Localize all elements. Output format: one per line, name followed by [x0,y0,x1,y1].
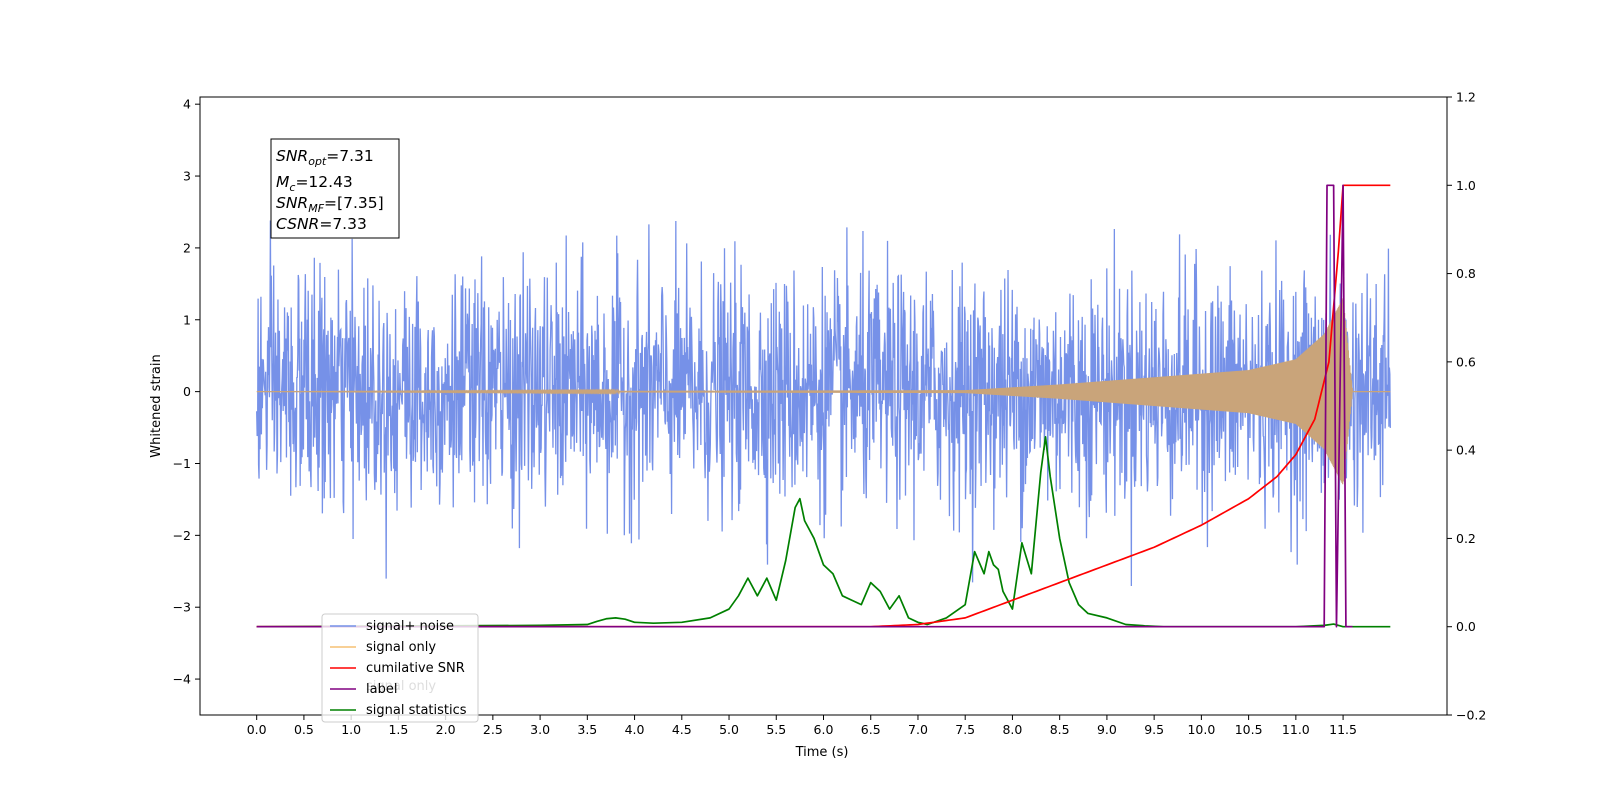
x-axis-label: Time (s) [795,745,849,760]
y2-tick-label: 0.0 [1456,619,1476,634]
x-tick-label: 6.5 [861,722,881,737]
y-axis-left: 4 3 2 1 0 −1 −2 −3 −4 [173,97,200,687]
x-tick-label: 6.0 [814,722,834,737]
y-tick-label: 3 [183,169,191,184]
y-tick-label: 2 [183,240,191,255]
y-axis-right: 1.2 1.0 0.8 0.6 0.4 0.2 0.0 −0.2 [1447,90,1486,723]
x-tick-label: 8.5 [1050,722,1070,737]
x-tick-label: 11.0 [1282,722,1310,737]
x-tick-label: 11.5 [1329,722,1357,737]
info-snr-opt-value: =7.31 [326,147,374,165]
info-csnr-value: =7.33 [319,215,367,233]
y-tick-label: −2 [173,528,191,543]
x-tick-label: 9.0 [1097,722,1117,737]
legend-ghost-text: signal only [366,679,436,694]
x-tick-label: 3.5 [577,722,597,737]
info-mc: Mc=12.43 [276,173,353,194]
legend-label-signal-noise: signal+ noise [366,619,454,634]
y2-tick-label: −0.2 [1456,708,1486,723]
y2-tick-label: 0.8 [1456,266,1476,281]
x-tick-label: 10.0 [1187,722,1215,737]
series-signal-only [256,298,1391,485]
y2-tick-label: 0.2 [1456,531,1476,546]
info-box: SNRopt=7.31 Mc=12.43 SNRMF=[7.35] CSNR=7… [270,138,400,239]
x-tick-label: 2.0 [436,722,456,737]
x-tick-label: 4.0 [625,722,645,737]
plot-layer [256,184,1391,628]
legend-label-label: label [366,682,397,697]
legend-label-cumulative-snr: cumilative SNR [366,661,465,676]
y2-tick-label: 0.4 [1456,443,1476,458]
x-tick-label: 5.0 [719,722,739,737]
x-tick-label: 10.5 [1235,722,1263,737]
x-axis: 0.0 0.5 1.0 1.5 2.0 2.5 3.0 3.5 4.0 4.5 5.0 5.5 6.0 6… [247,715,1357,737]
x-tick-label: 5.5 [766,722,786,737]
x-tick-label: 7.5 [955,722,975,737]
x-tick-label: 2.5 [483,722,503,737]
legend-label-signal-statistics: signal statistics [366,703,467,718]
info-mc-value: =12.43 [295,173,352,191]
legend: signal only signal+ noise signal only cu… [321,613,479,723]
x-tick-label: 0.0 [247,722,267,737]
info-box-frame [270,138,400,239]
y-tick-label: −4 [173,672,191,687]
y-tick-label: 0 [183,384,191,399]
x-tick-label: 1.0 [341,722,361,737]
x-tick-label: 9.5 [1144,722,1164,737]
x-tick-label: 4.5 [672,722,692,737]
y-axis-label: Whitened strain [149,354,164,457]
series-cumulative-snr [256,184,1391,628]
series-signal-statistics [256,436,1391,628]
x-tick-label: 0.5 [294,722,314,737]
y-tick-label: −1 [173,456,191,471]
legend-label-signal-only: signal only [366,640,436,655]
y2-tick-label: 1.0 [1456,178,1476,193]
x-tick-label: 3.0 [530,722,550,737]
x-tick-label: 1.5 [388,722,408,737]
legend-frame [321,613,479,723]
y-tick-label: −3 [173,600,191,615]
y-tick-label: 1 [183,312,191,327]
info-snr-opt: SNRopt=7.31 [276,147,374,168]
y-tick-label: 4 [183,97,191,112]
info-snr-mf-value: =[7.35] [324,194,384,212]
x-tick-label: 7.0 [908,722,928,737]
info-snr-mf: SNRMF=[7.35] [276,194,384,215]
info-csnr: CSNR=7.33 [276,215,367,233]
y2-tick-label: 1.2 [1456,90,1476,105]
series-label [256,184,1353,628]
x-tick-label: 8.0 [1002,722,1022,737]
y2-tick-label: 0.6 [1456,354,1476,369]
